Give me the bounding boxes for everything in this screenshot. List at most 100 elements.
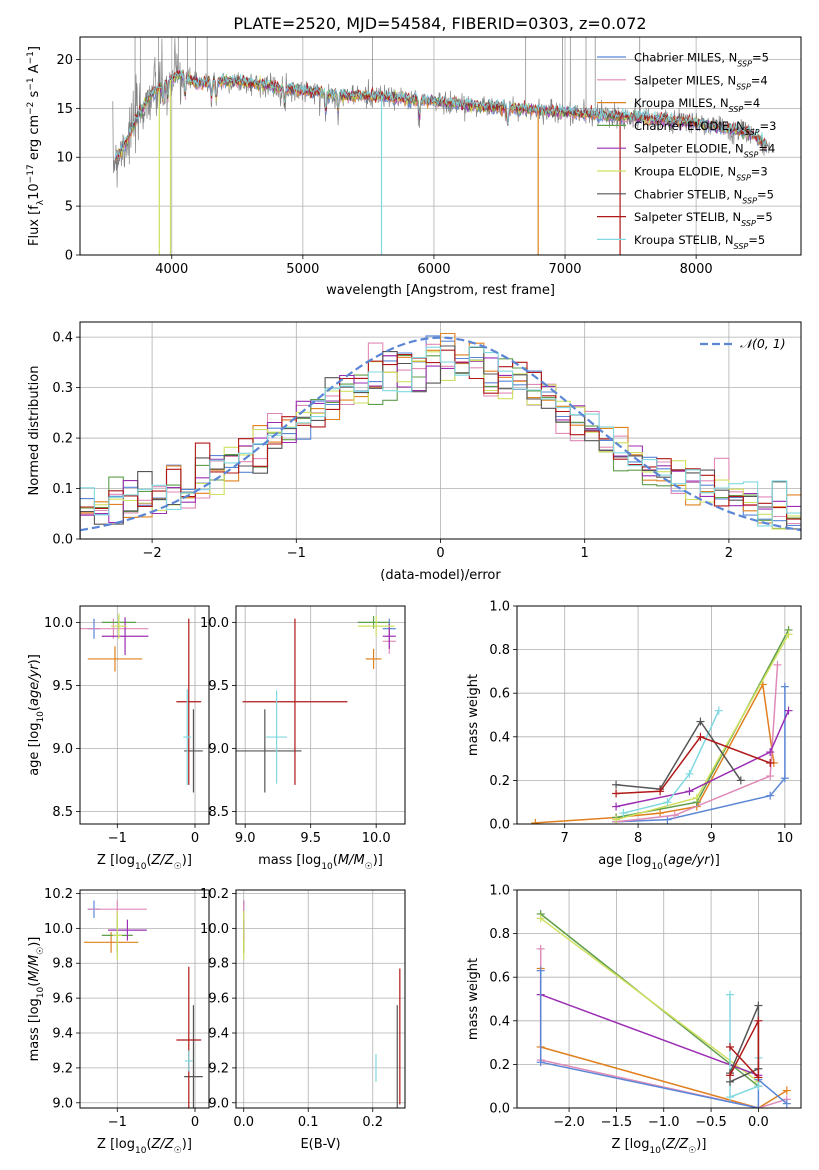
y-tick-label: 9.0 (208, 1096, 229, 1111)
model-line-kroupa_stelib (115, 69, 767, 159)
legend-entry: 𝒩(0, 1) (740, 336, 786, 351)
weight-line-chabrier_stelib (616, 720, 742, 790)
y-tick-label: 10.0 (200, 616, 229, 631)
x-tick-label: 5000 (286, 262, 319, 277)
weight-line-kroupa_stelib (623, 710, 720, 814)
y-tick-label: 0.8 (489, 927, 510, 942)
x-tick-label: −2 (143, 546, 162, 561)
x-tick-label: 7 (561, 831, 569, 846)
y-tick-label: 10.0 (44, 616, 73, 631)
x-tick-label: 0.1 (298, 1115, 319, 1130)
plot-area-weight_vs_age (531, 625, 793, 824)
legend-residuals: 𝒩(0, 1) (700, 336, 786, 351)
y-tick-label: 0.4 (489, 1014, 510, 1029)
plot-area-mass_vs_Z (83, 900, 203, 1108)
axes-frame (79, 889, 210, 1109)
x-tick-label: 2 (725, 546, 733, 561)
y-tick-label: 0.0 (489, 818, 510, 833)
panel-age_vs_Z: −1 0 8.5 9.0 9.5 10.0 Z [log10(Z/Z☉)] age [log1… (27, 605, 210, 872)
y-tick-label: 0.4 (489, 730, 510, 745)
axes-frame (235, 605, 406, 825)
x-tick-label: 9.0 (235, 831, 256, 846)
y-axis-label: mass weight (466, 674, 481, 756)
x-axis-label: Z [log10(Z/Z☉)] (97, 853, 192, 872)
x-tick-label: 6000 (417, 262, 450, 277)
y-axis-label: mass weight (466, 958, 481, 1040)
weight-line-kroupa_elodie (540, 917, 759, 1083)
y-tick-label: 10.2 (44, 887, 73, 902)
grid-mass_vs_ebv (236, 890, 405, 1108)
weight-line-chabrier_miles (539, 970, 788, 1108)
x-axis-label: Z [log10(Z/Z☉)] (97, 1137, 192, 1156)
legend-entry: Chabrier MILES, NSSP=5 (634, 51, 769, 69)
x-tick-label: 1 (581, 546, 589, 561)
y-tick-label: 0.0 (52, 533, 73, 548)
x-axis-label: Z [log10(Z/Z☉)] (612, 1137, 707, 1156)
weight-line-salpeter_elodie (540, 993, 759, 1077)
legend-entry: Kroupa ELODIE, NSSP=3 (634, 165, 768, 183)
legend-entry: Salpeter ELODIE, NSSP=4 (634, 142, 775, 160)
x-tick-label: 8000 (680, 262, 713, 277)
legend-entry: Chabrier ELODIE, NSSP=3 (634, 119, 776, 137)
y-tick-label: 9.4 (208, 1027, 229, 1042)
legend-entry: Kroupa STELIB, NSSP=5 (634, 233, 765, 251)
y-tick-label: 9.6 (52, 992, 73, 1007)
legend-spectrum: Chabrier MILES, NSSP=5 Salpeter MILES, NS… (597, 51, 776, 251)
y-axis-label: Flux [fλ10−17 erg cm−2 s−1 A−1] (26, 46, 46, 246)
y-tick-label: 0 (65, 249, 73, 264)
weight-line-salpeter_stelib (616, 735, 771, 795)
y-tick-label: 20 (56, 53, 73, 68)
legend-entry: Kroupa MILES, NSSP=4 (634, 96, 760, 114)
axes-frame (79, 321, 802, 540)
panel-mass_vs_Z: −1 0 9.0 9.2 9.4 9.6 9.8 10.0 10.2 Z [log10(Z/Z☉)… (27, 887, 210, 1156)
y-tick-label: 10.2 (200, 887, 229, 902)
weight-line-salpeter_miles (616, 664, 779, 823)
weight-line-salpeter_stelib (729, 1020, 760, 1080)
plot-area-age_vs_mass (236, 616, 396, 793)
plot-area-residuals (80, 332, 801, 539)
y-tick-label: 10 (56, 151, 73, 166)
figure-title: PLATE=2520, MJD=54584, FIBERID=0303, z=0… (233, 14, 646, 33)
x-tick-label: 0 (191, 1115, 199, 1130)
x-tick-label: 4000 (155, 262, 188, 277)
y-tick-label: 9.4 (52, 1027, 73, 1042)
axes-frame (79, 605, 210, 825)
x-tick-label: 0 (191, 831, 199, 846)
x-tick-label: 10 (777, 831, 794, 846)
x-tick-label: −2.0 (553, 1115, 585, 1130)
y-tick-label: 9.6 (208, 992, 229, 1007)
plot-area-age_vs_Z (80, 613, 203, 793)
y-axis-label: mass [log10(M/M☉)] (27, 937, 46, 1062)
x-tick-label: −1 (108, 831, 127, 846)
plot-area-mass_vs_ebv (243, 900, 401, 1108)
y-tick-label: 0.8 (489, 643, 510, 658)
x-axis-label: (data-model)/error (380, 568, 501, 583)
panel-residuals: −2 −1 0 1 2 0.0 0.1 0.2 0.3 0.4 𝒩(0, 1) (data-model… (27, 321, 802, 583)
grid-mass_vs_Z (80, 890, 209, 1108)
y-tick-label: 9.8 (52, 957, 73, 972)
grid-age_vs_mass (236, 606, 405, 824)
y-tick-label: 5 (65, 200, 73, 215)
y-tick-label: 9.2 (208, 1061, 229, 1076)
y-tick-label: 10.0 (44, 922, 73, 937)
x-axis-label: wavelength [Angstrom, rest frame] (326, 283, 555, 298)
y-tick-label: 0.2 (489, 774, 510, 789)
y-tick-label: 0.1 (52, 482, 73, 497)
legend-entry: Chabrier STELIB, NSSP=5 (634, 187, 774, 205)
plot-area-spectrum (112, 37, 770, 255)
y-tick-label: 9.0 (52, 742, 73, 757)
x-tick-label: 8 (634, 831, 642, 846)
x-tick-label: −1 (287, 546, 306, 561)
legend-entry: Salpeter STELIB, NSSP=5 (634, 210, 773, 228)
y-tick-label: 15 (56, 102, 73, 117)
x-tick-label: 0.2 (362, 1115, 383, 1130)
y-axis-label: age [log10(age/yr)] (27, 654, 46, 776)
y-tick-label: 9.2 (52, 1061, 73, 1076)
axes-frame (516, 889, 802, 1109)
x-axis-label: E(B-V) (300, 1137, 340, 1152)
panel-spectrum: 4000 5000 6000 7000 8000 0 5 10 15 20 Chabrier MIL… (26, 36, 802, 298)
panel-weight_vs_Z: −2.0 −1.5 −1.0 −0.5 0.0 0.0 0.2 0.4 0.6 0.8 1.0 Z [… (466, 884, 802, 1156)
weight-line-kroupa_stelib (729, 994, 760, 1099)
y-axis-label: Normed distribution (27, 366, 42, 496)
legend-entry: Salpeter MILES, NSSP=4 (634, 73, 768, 91)
